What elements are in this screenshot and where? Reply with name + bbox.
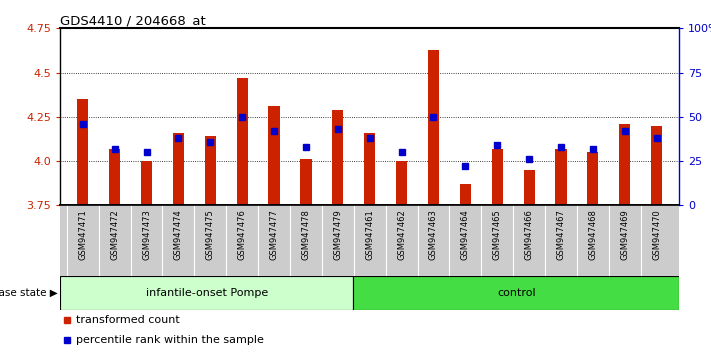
Bar [109, 149, 120, 205]
Text: GSM947479: GSM947479 [333, 209, 342, 259]
Text: GSM947462: GSM947462 [397, 209, 406, 259]
Bar [555, 149, 567, 205]
Text: GSM947466: GSM947466 [525, 209, 534, 260]
Text: GSM947470: GSM947470 [652, 209, 661, 259]
Bar [77, 99, 88, 205]
Text: GSM947469: GSM947469 [620, 209, 629, 259]
Text: infantile-onset Pompe: infantile-onset Pompe [146, 288, 268, 298]
Text: GSM947465: GSM947465 [493, 209, 502, 259]
Bar [141, 161, 152, 205]
Bar [460, 184, 471, 205]
Text: GSM947464: GSM947464 [461, 209, 470, 259]
Text: percentile rank within the sample: percentile rank within the sample [76, 335, 264, 345]
Bar [300, 159, 311, 205]
Bar [492, 149, 503, 205]
Text: GSM947467: GSM947467 [557, 209, 565, 260]
Bar [364, 133, 375, 205]
Bar [332, 110, 343, 205]
Text: GSM947472: GSM947472 [110, 209, 119, 259]
Text: GSM947475: GSM947475 [205, 209, 215, 259]
Bar [651, 126, 662, 205]
Text: GSM947476: GSM947476 [237, 209, 247, 260]
Bar [587, 152, 599, 205]
Text: GSM947461: GSM947461 [365, 209, 374, 259]
Bar [396, 161, 407, 205]
Bar [205, 136, 216, 205]
Bar [173, 133, 184, 205]
Text: GDS4410 / 204668_at: GDS4410 / 204668_at [60, 14, 206, 27]
Bar [269, 106, 279, 205]
Text: GSM947463: GSM947463 [429, 209, 438, 260]
Text: GSM947478: GSM947478 [301, 209, 311, 260]
Text: disease state ▶: disease state ▶ [0, 288, 58, 298]
Bar [619, 124, 631, 205]
Text: transformed count: transformed count [76, 315, 180, 325]
Text: GSM947471: GSM947471 [78, 209, 87, 259]
Bar [428, 50, 439, 205]
Text: GSM947477: GSM947477 [269, 209, 279, 260]
Bar [60, 276, 353, 310]
Text: GSM947474: GSM947474 [174, 209, 183, 259]
Bar [523, 170, 535, 205]
Text: GSM947473: GSM947473 [142, 209, 151, 260]
Bar [353, 276, 679, 310]
Bar [237, 78, 247, 205]
Text: control: control [497, 288, 535, 298]
Text: GSM947468: GSM947468 [589, 209, 597, 260]
